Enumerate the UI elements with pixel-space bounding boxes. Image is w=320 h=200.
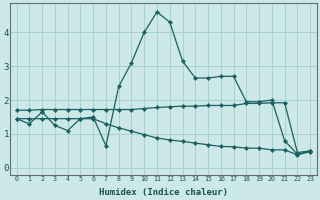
X-axis label: Humidex (Indice chaleur): Humidex (Indice chaleur): [99, 188, 228, 197]
